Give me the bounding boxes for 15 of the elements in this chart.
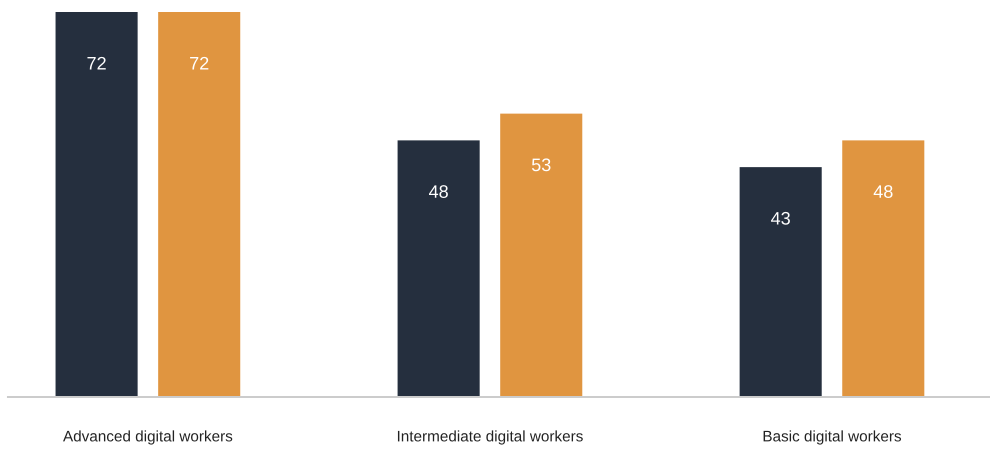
data-label: 43 bbox=[771, 212, 790, 225]
x-tick-label: Advanced digital workers bbox=[63, 430, 232, 445]
bar bbox=[740, 167, 822, 397]
bar bbox=[398, 140, 480, 397]
data-label: 48 bbox=[874, 185, 893, 198]
data-label: 48 bbox=[429, 185, 448, 198]
bar bbox=[56, 12, 138, 397]
bar bbox=[500, 114, 582, 397]
bar bbox=[842, 140, 924, 397]
x-tick-label: Intermediate digital workers bbox=[398, 430, 583, 445]
data-label: 72 bbox=[87, 56, 106, 70]
data-label: 53 bbox=[532, 158, 550, 172]
x-tick-label: Basic digital workers bbox=[764, 430, 902, 445]
data-label: 72 bbox=[190, 56, 208, 70]
bar bbox=[158, 12, 240, 397]
